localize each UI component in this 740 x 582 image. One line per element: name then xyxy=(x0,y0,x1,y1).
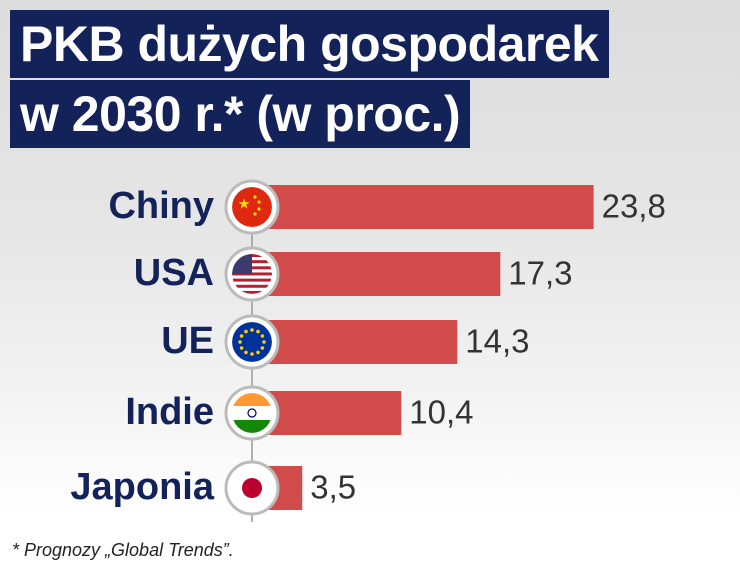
category-label: Indie xyxy=(125,391,214,433)
flag-group: ★ xyxy=(232,187,272,227)
flag-group xyxy=(232,254,272,294)
flag-group xyxy=(232,322,272,362)
flag-star xyxy=(257,207,261,211)
chart-title: w 2030 r.* (w proc.) xyxy=(10,80,471,148)
bar xyxy=(252,252,501,296)
value-label: 23,8 xyxy=(602,188,666,225)
category-label: Chiny xyxy=(108,185,214,227)
flag-star xyxy=(262,340,266,344)
flag-star xyxy=(260,334,265,338)
flag-star xyxy=(253,195,257,199)
flag-star xyxy=(244,329,248,334)
flag xyxy=(232,322,272,362)
flag-stripe xyxy=(232,420,272,433)
value-label: 14,3 xyxy=(465,323,529,360)
flag-star xyxy=(238,340,242,344)
category-label: Japonia xyxy=(70,466,214,508)
flag-star xyxy=(256,329,260,334)
value-label: 3,5 xyxy=(310,469,356,506)
flag-star xyxy=(239,346,244,350)
flag-group xyxy=(232,393,272,433)
value-label: 17,3 xyxy=(508,255,572,292)
flag-star: ★ xyxy=(238,196,251,212)
flag-wheel xyxy=(247,408,257,418)
bar xyxy=(252,320,458,364)
flag-stripe xyxy=(232,284,272,288)
flag-disc xyxy=(242,478,262,498)
flag-star xyxy=(256,350,260,355)
flag-star xyxy=(257,200,261,204)
flag-star xyxy=(250,352,254,356)
value-label: 10,4 xyxy=(409,394,473,431)
flag-star xyxy=(253,212,257,216)
flag-group xyxy=(232,468,272,508)
flag-star xyxy=(250,328,254,332)
bar xyxy=(252,185,594,229)
footnote: * Prognozy „Global Trends”. xyxy=(12,540,234,560)
category-label: USA xyxy=(134,252,214,294)
flag-star xyxy=(239,334,244,338)
flag-star xyxy=(244,350,248,355)
flag-stripe xyxy=(232,393,272,406)
flag-star xyxy=(260,346,265,350)
flag xyxy=(232,187,272,227)
chart-title: PKB dużych gospodarek xyxy=(10,10,609,78)
flag-stripe xyxy=(232,278,272,282)
category-label: UE xyxy=(161,320,214,362)
flag-stripe xyxy=(232,290,272,294)
